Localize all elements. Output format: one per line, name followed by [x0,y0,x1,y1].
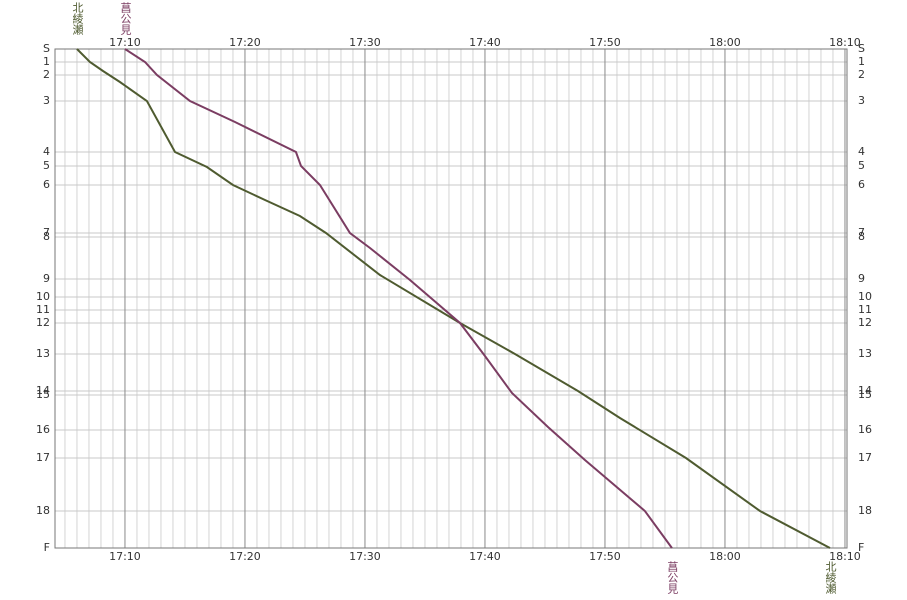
x-tick-label: 17:40 [469,550,501,563]
x-tick-label: 17:50 [589,550,621,563]
terminal-label: 北綾瀬 [824,561,837,595]
station-label: 14 [858,384,872,397]
x-tick-label: 17:40 [469,36,501,49]
x-tick-label: 17:20 [229,550,261,563]
station-label: 12 [858,316,872,329]
station-label: 18 [858,504,872,517]
x-tick-label: 18:10 [829,36,861,49]
station-label: 9 [858,272,865,285]
station-label: 6 [858,178,865,191]
station-label: 7 [858,226,865,239]
station-label: 1 [43,55,50,68]
station-label: 2 [43,68,50,81]
station-label: F [858,541,864,554]
train-line [76,48,831,549]
station-label: F [44,541,50,554]
station-label: 5 [858,159,865,172]
station-label: 17 [858,451,872,464]
station-label: 6 [43,178,50,191]
station-label: 11 [858,303,872,316]
plot-border [54,48,848,549]
station-label: 8 [858,230,865,243]
x-tick-label: 18:10 [829,550,861,563]
station-label: 18 [36,504,50,517]
station-label: 13 [858,347,872,360]
station-label: 1 [858,55,865,68]
station-label: S [43,42,50,55]
station-label: 15 [36,388,50,401]
station-label: 14 [36,384,50,397]
x-tick-label: 17:10 [109,550,141,563]
station-label: 15 [858,388,872,401]
station-label: 4 [858,145,865,158]
station-label: 17 [36,451,50,464]
station-label: 7 [43,226,50,239]
station-label: 9 [43,272,50,285]
station-label: 11 [36,303,50,316]
station-label: 10 [858,290,872,303]
terminal-label: 菖公見 [119,2,132,35]
station-label: 10 [36,290,50,303]
station-label: 8 [43,230,50,243]
station-label: 2 [858,68,865,81]
station-label: 16 [858,423,872,436]
x-tick-label: 18:00 [709,36,741,49]
terminal-label: 菖公見 [666,561,679,594]
station-label: 5 [43,159,50,172]
x-tick-label: 17:20 [229,36,261,49]
station-label: S [858,42,865,55]
x-tick-label: 17:30 [349,36,381,49]
x-tick-label: 18:00 [709,550,741,563]
station-label: 12 [36,316,50,329]
x-tick-label: 17:50 [589,36,621,49]
x-tick-label: 17:10 [109,36,141,49]
train-line [124,48,673,549]
station-label: 3 [858,94,865,107]
station-label: 13 [36,347,50,360]
x-tick-label: 17:30 [349,550,381,563]
station-label: 4 [43,145,50,158]
station-label: 3 [43,94,50,107]
station-label: 16 [36,423,50,436]
terminal-label: 北綾瀬 [71,2,84,36]
